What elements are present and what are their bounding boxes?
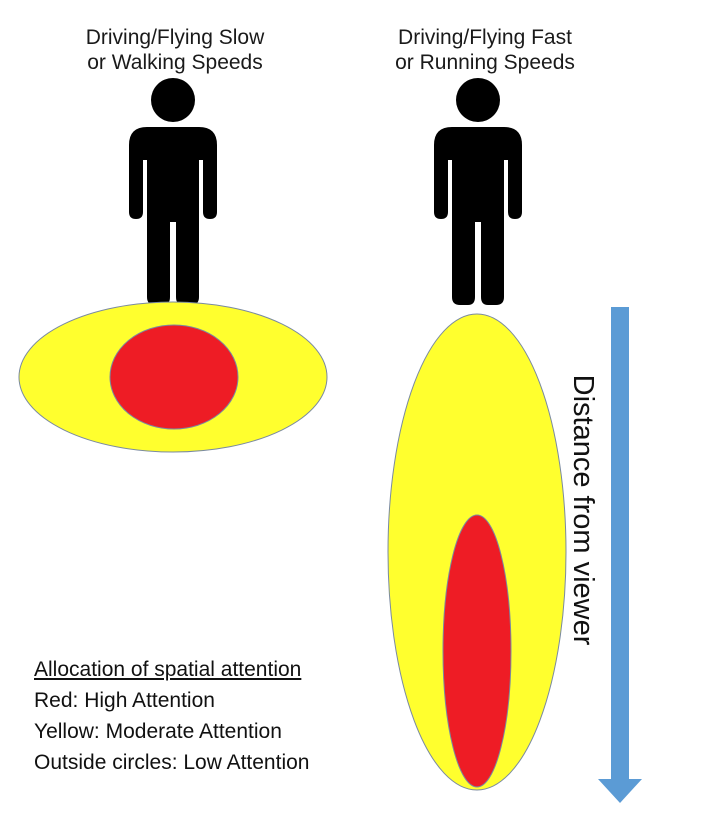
distance-from-viewer-label: Distance from viewer: [567, 374, 599, 646]
person-icon: [434, 78, 522, 305]
high-attention-area-fast: [442, 514, 512, 788]
person-icon: [129, 78, 217, 305]
down-arrow-icon: [598, 307, 642, 803]
legend-item-high: Red: High Attention: [34, 689, 215, 712]
legend-item-low: Outside circles: Low Attention: [34, 751, 310, 774]
high-attention-area-slow: [109, 324, 239, 430]
slow-speed-label: Driving/Flying Slow or Walking Speeds: [85, 26, 265, 74]
fast-speed-label: Driving/Flying Fast or Running Speeds: [395, 26, 575, 74]
legend: Allocation of spatial attention Red: Hig…: [34, 654, 309, 778]
legend-title: Allocation of spatial attention: [34, 658, 302, 681]
legend-item-moderate: Yellow: Moderate Attention: [34, 720, 282, 743]
